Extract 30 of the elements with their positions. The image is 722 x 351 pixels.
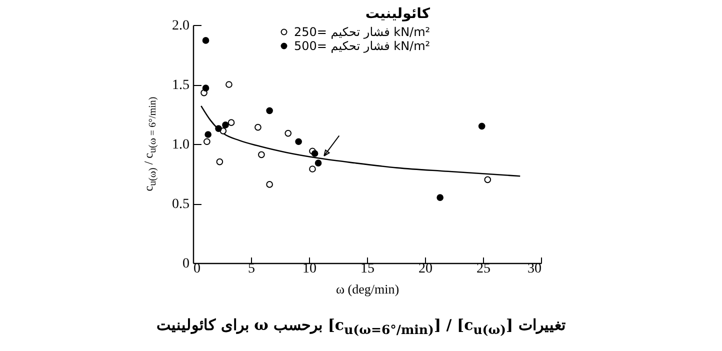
point — [314, 160, 322, 166]
point — [266, 181, 273, 188]
point — [226, 81, 232, 88]
y-tick-label: 0.5 — [172, 197, 190, 212]
point — [254, 124, 262, 131]
point — [436, 194, 444, 201]
point — [202, 84, 210, 92]
point — [202, 37, 210, 44]
point — [258, 151, 265, 158]
point — [204, 131, 212, 138]
legend-label: فشار تحکیم =500 kN/m² — [294, 39, 430, 53]
point — [222, 122, 229, 128]
point — [204, 138, 210, 146]
legend-label: فشار تحکیم =250 kN/m² — [294, 25, 430, 39]
point — [311, 150, 318, 157]
legend-title: كائولينيت — [365, 6, 431, 22]
y-tick-label: 2.0 — [172, 18, 190, 34]
point — [216, 158, 224, 166]
point — [284, 130, 292, 137]
point — [228, 119, 235, 126]
point — [478, 122, 486, 130]
point — [215, 125, 222, 132]
y-tick-label: 1.0 — [172, 138, 190, 152]
line-series — [200, 105, 521, 177]
point — [266, 107, 273, 114]
point — [484, 176, 492, 184]
x-axis-title: ω (deg/min) — [336, 282, 400, 296]
y-tick-label: 1.5 — [172, 78, 190, 93]
point — [309, 166, 316, 172]
point — [295, 138, 302, 146]
